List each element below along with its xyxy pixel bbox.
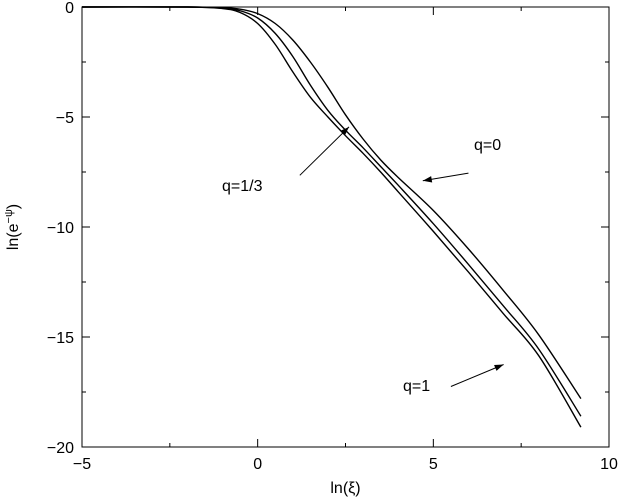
y-tick-label: −5 (56, 110, 74, 127)
annotation-arrowhead (340, 126, 350, 136)
annotation-arrowhead (422, 176, 433, 183)
x-axis-label: ln(ξ) (330, 480, 360, 497)
annotation-label: q=1 (403, 378, 430, 395)
x-tick-label: 5 (429, 456, 438, 473)
y-tick-label: −10 (47, 220, 74, 237)
x-tick-label: 0 (253, 456, 262, 473)
annotation-arrow (450, 364, 504, 387)
annotation-label: q=1/3 (222, 178, 263, 195)
y-axis-label: ln(e−ψ) (3, 204, 22, 250)
y-tick-label: −15 (47, 330, 74, 347)
x-tick-label: 10 (600, 456, 618, 473)
y-tick-labels: 0 −5 −10 −15 −20 (47, 0, 74, 457)
annotation-arrowhead (494, 364, 504, 371)
plot-frame (81, 6, 610, 448)
y-axis-label-superscript: −ψ (3, 209, 15, 223)
y-tick-label: −20 (47, 440, 74, 457)
ticks (81, 6, 610, 448)
series-line (81, 6, 582, 399)
x-tick-labels: −5 0 5 10 (73, 456, 618, 473)
annotation-label: q=0 (474, 137, 501, 154)
y-axis-label-base: ln(e (5, 223, 22, 250)
y-axis-label-close: ) (5, 204, 22, 209)
annotations: q=0 q=1/3 q=1 (222, 126, 504, 395)
curves (81, 6, 582, 428)
y-tick-label: 0 (65, 0, 74, 17)
x-tick-label: −5 (73, 456, 91, 473)
series-line (81, 6, 582, 417)
series-line (81, 6, 582, 428)
annotation-arrow (299, 126, 350, 176)
